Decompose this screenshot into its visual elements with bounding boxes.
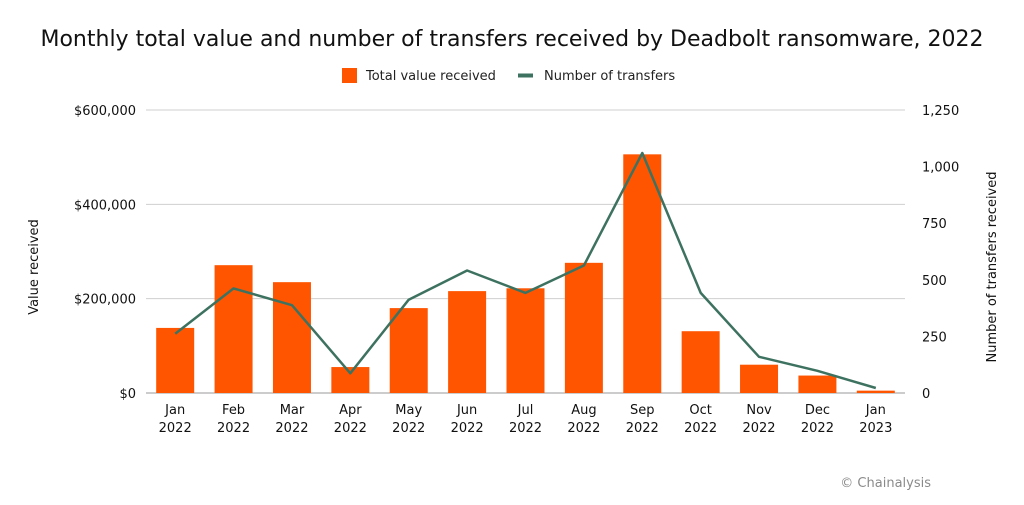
x-tick-label: May 2022	[392, 403, 425, 436]
right-tick-label: 1,250	[922, 104, 959, 119]
bar	[740, 364, 779, 393]
x-tick-label: Oct 2022	[684, 403, 717, 436]
bar	[272, 282, 311, 393]
right-tick-label: 0	[922, 387, 930, 402]
bar	[856, 390, 895, 393]
bar	[448, 291, 487, 393]
chainalysis-credit: © Chainalysis	[840, 476, 931, 491]
x-tick-label: Nov 2022	[742, 403, 775, 436]
x-tick-label: Jul 2022	[509, 403, 542, 436]
left-axis-ticks: $0 $200,000 $400,000 $600,000	[74, 104, 136, 402]
transfers-line	[174, 151, 877, 390]
x-tick-label: Jan 2023	[859, 403, 892, 436]
x-tick-label: Feb 2022	[217, 403, 250, 436]
x-tick-label: Aug 2022	[567, 403, 600, 436]
bar	[623, 154, 662, 393]
left-axis-title: Value received	[27, 219, 42, 315]
x-tick-label: Dec 2022	[801, 403, 834, 436]
x-tick-label: Mar 2022	[275, 403, 308, 436]
bar	[389, 308, 428, 393]
left-tick-label: $600,000	[74, 104, 136, 119]
x-axis-ticks: Jan 2022 Feb 2022 Mar 2022 Apr 2022 May 2022 Jun 20…	[159, 403, 893, 436]
legend-swatch-value	[342, 68, 357, 83]
right-tick-label: 1,000	[922, 161, 959, 176]
bar	[564, 262, 603, 393]
left-tick-label: $0	[119, 387, 136, 402]
bar	[214, 265, 253, 393]
x-tick-label: Sep 2022	[626, 403, 659, 436]
bar	[156, 327, 195, 393]
legend: Total value received Number of transfers	[342, 68, 675, 84]
transfers-line-layer	[174, 151, 877, 390]
x-tick-label: Jun 2022	[451, 403, 484, 436]
bar	[798, 375, 837, 393]
bar	[506, 288, 545, 393]
x-tick-label: Apr 2022	[334, 403, 367, 436]
legend-label-transfers: Number of transfers	[544, 69, 675, 84]
right-tick-label: 250	[922, 330, 947, 345]
right-axis-title: Number of transfers received	[985, 171, 1000, 362]
x-tick-label: Jan 2022	[159, 403, 192, 436]
left-tick-label: $200,000	[74, 293, 136, 308]
chart-title: Monthly total value and number of transf…	[40, 27, 983, 52]
right-axis-ticks: 0 250 500 750 1,000 1,250	[922, 104, 959, 402]
right-tick-label: 750	[922, 217, 947, 232]
left-tick-label: $400,000	[74, 198, 136, 213]
legend-label-value: Total value received	[365, 69, 496, 84]
bar	[331, 367, 370, 393]
bars	[156, 154, 895, 393]
bar	[681, 331, 720, 393]
right-tick-label: 500	[922, 274, 947, 289]
